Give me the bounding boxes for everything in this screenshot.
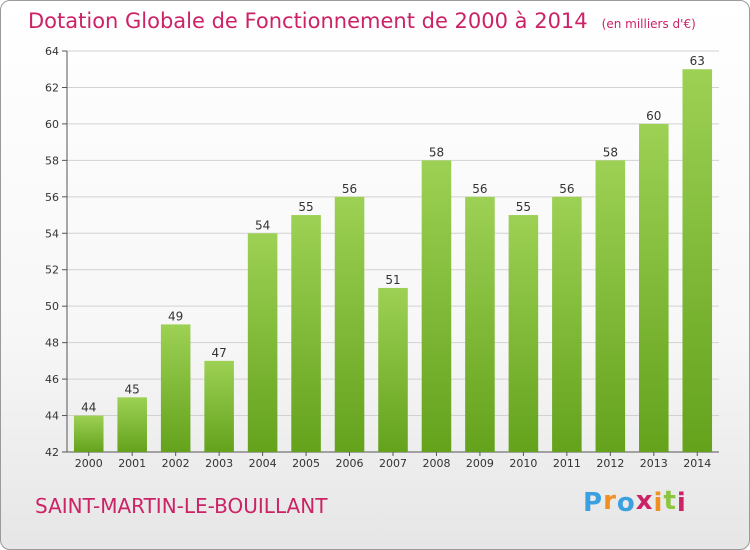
proxiti-logo[interactable]: Proxiti	[583, 486, 687, 518]
data-label: 63	[690, 54, 705, 68]
logo-letter: i	[653, 488, 664, 518]
y-tick-label: 58	[45, 154, 59, 167]
x-tick-label: 2003	[205, 457, 233, 470]
x-tick-label: 2008	[422, 457, 450, 470]
bar	[291, 215, 321, 452]
chart-unit: (en milliers d'€)	[601, 17, 696, 31]
logo-letter: i	[676, 488, 687, 518]
x-tick-label: 2000	[75, 457, 103, 470]
data-label: 56	[559, 182, 574, 196]
data-label: 55	[298, 200, 313, 214]
bar	[247, 233, 278, 452]
x-tick-label: 2004	[249, 457, 277, 470]
logo-letter: r	[603, 486, 617, 516]
bar	[117, 397, 147, 452]
bars	[73, 69, 713, 453]
logo-letter: o	[616, 488, 636, 518]
logo-letter: t	[663, 486, 677, 516]
bar	[378, 287, 408, 452]
y-tick-label: 50	[45, 300, 59, 313]
bar	[160, 324, 191, 452]
x-tick-label: 2014	[683, 457, 711, 470]
bar	[204, 360, 234, 452]
x-tick-label: 2007	[379, 457, 407, 470]
x-tick-label: 2010	[509, 457, 537, 470]
data-label: 55	[516, 200, 531, 214]
data-label: 54	[255, 218, 270, 232]
x-tick-label: 2001	[118, 457, 146, 470]
tick-labels: 42 44 46 48 50 52 54 56 58 60 62 64 2000 2001 2002 2003…	[45, 45, 711, 470]
chart-title: Dotation Globale de Fonctionnement de 20…	[28, 9, 588, 33]
bar	[682, 69, 713, 453]
y-tick-label: 54	[45, 227, 59, 240]
chart-title-block: Dotation Globale de Fonctionnement de 20…	[28, 9, 696, 33]
data-label: 58	[429, 145, 444, 159]
commune-name: SAINT-MARTIN-LE-BOUILLANT	[35, 494, 328, 518]
x-tick-label: 2013	[640, 457, 668, 470]
bar	[552, 196, 582, 452]
data-label: 56	[342, 182, 357, 196]
x-tick-label: 2005	[292, 457, 320, 470]
y-tick-label: 62	[45, 81, 59, 94]
data-label: 44	[81, 401, 96, 415]
y-tick-label: 44	[45, 410, 59, 423]
data-label: 51	[385, 273, 400, 287]
logo-letter: P	[583, 488, 604, 518]
bar	[421, 160, 452, 452]
y-tick-label: 48	[45, 337, 59, 350]
y-tick-label: 52	[45, 264, 59, 277]
y-tick-label: 42	[45, 446, 59, 459]
bar	[639, 123, 669, 452]
y-tick-label: 56	[45, 191, 59, 204]
x-tick-label: 2012	[596, 457, 624, 470]
data-labels: 44 45 49 47 54 55 56 51 58 56 55 56 58 60 63	[81, 54, 705, 414]
y-tick-label: 60	[45, 118, 59, 131]
data-label: 45	[125, 382, 140, 396]
bar	[73, 415, 104, 452]
bar	[508, 215, 539, 452]
logo-letter: x	[635, 486, 654, 516]
x-tick-label: 2002	[162, 457, 190, 470]
data-label: 56	[472, 182, 487, 196]
x-tick-label: 2006	[336, 457, 364, 470]
x-tick-label: 2009	[466, 457, 494, 470]
data-label: 60	[646, 109, 661, 123]
data-label: 49	[168, 309, 183, 323]
data-label: 47	[211, 346, 226, 360]
bar	[334, 196, 365, 452]
bar	[595, 160, 626, 452]
bar	[465, 196, 495, 452]
x-tick-label: 2011	[553, 457, 581, 470]
y-tick-label: 46	[45, 373, 59, 386]
data-label: 58	[603, 145, 618, 159]
y-tick-label: 64	[45, 45, 59, 58]
